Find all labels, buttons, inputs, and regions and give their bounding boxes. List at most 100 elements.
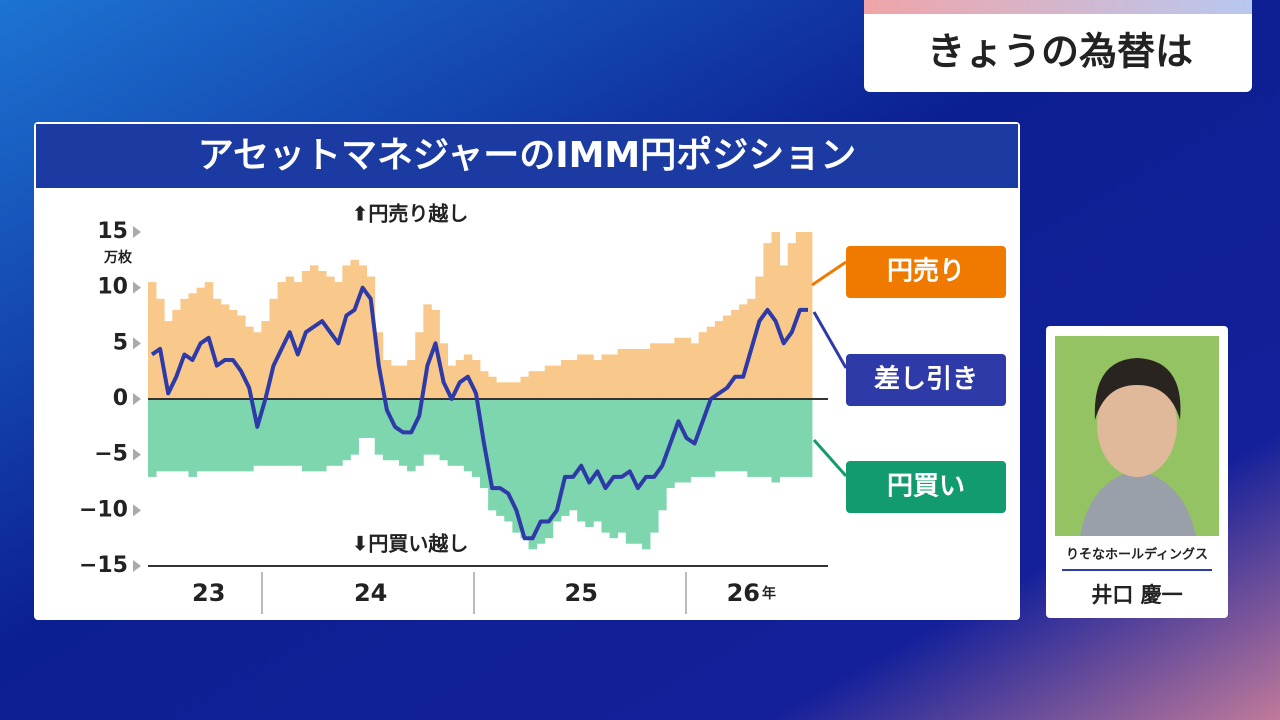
bar xyxy=(366,399,376,438)
bar xyxy=(544,365,554,399)
legend-connector xyxy=(811,260,847,287)
bar xyxy=(585,399,594,528)
bar xyxy=(447,365,457,399)
bar xyxy=(496,382,505,399)
bar xyxy=(731,399,740,472)
bar xyxy=(334,399,343,466)
bar xyxy=(318,399,327,472)
bar xyxy=(569,360,578,399)
bar xyxy=(358,399,368,438)
bar xyxy=(245,326,254,399)
bar xyxy=(560,360,570,399)
bar xyxy=(504,399,513,522)
bar xyxy=(471,399,481,477)
bar xyxy=(342,399,351,461)
bar xyxy=(504,382,513,399)
bar xyxy=(706,399,716,477)
bar xyxy=(593,399,602,522)
guest-face xyxy=(1097,373,1177,477)
bar xyxy=(164,321,173,399)
bar xyxy=(350,259,359,399)
bar xyxy=(245,399,254,472)
bar xyxy=(253,332,262,399)
bar xyxy=(188,399,197,477)
y-tick-label: 5 xyxy=(113,330,128,355)
bar xyxy=(641,399,651,550)
bar xyxy=(795,399,805,477)
bar xyxy=(463,399,473,472)
header-strip xyxy=(864,0,1252,14)
bar xyxy=(698,332,708,399)
bar xyxy=(431,399,440,455)
bar xyxy=(747,399,756,477)
annotation-bottom: ⬇円買い越し xyxy=(352,532,469,556)
bar xyxy=(269,399,278,466)
x-tick-label: 24 xyxy=(354,579,387,607)
bar xyxy=(407,360,416,399)
guest-hair xyxy=(1094,358,1181,420)
legend-box xyxy=(846,461,1006,513)
bar xyxy=(714,321,724,399)
x-tick-label-text: 25 xyxy=(565,579,598,607)
bar xyxy=(658,343,667,399)
bar xyxy=(439,399,449,461)
bar xyxy=(650,343,659,399)
bar xyxy=(771,232,781,399)
bar xyxy=(318,270,327,399)
bar xyxy=(690,343,700,399)
bar xyxy=(237,399,246,472)
bar xyxy=(666,343,675,399)
y-tick-mark xyxy=(133,448,141,461)
y-unit: 万枚 xyxy=(103,249,133,266)
bar xyxy=(714,399,724,472)
bar xyxy=(399,365,408,399)
bar xyxy=(180,399,189,472)
bar xyxy=(253,399,262,466)
bar xyxy=(520,399,529,539)
legend-label: 円買い xyxy=(887,472,965,502)
bar xyxy=(488,399,497,511)
bar xyxy=(196,399,206,472)
line xyxy=(150,285,808,541)
bar xyxy=(415,399,424,466)
y-tick-label: −10 xyxy=(79,497,128,522)
x-tick-label-text: 23 xyxy=(192,579,225,607)
header-box xyxy=(864,0,1252,92)
chart-title-bar xyxy=(36,124,1018,188)
header-title: きょうの為替は xyxy=(927,30,1193,74)
bar xyxy=(536,399,546,544)
bar xyxy=(779,265,789,399)
bar xyxy=(674,337,683,399)
bar xyxy=(803,232,813,399)
bar xyxy=(269,298,278,399)
bar xyxy=(739,399,748,472)
bar xyxy=(512,399,521,533)
bar xyxy=(382,360,392,399)
bar xyxy=(722,315,732,399)
bar xyxy=(261,321,270,399)
bar xyxy=(552,365,562,399)
bar xyxy=(301,399,311,472)
bar xyxy=(277,399,287,466)
x-tick-label: 25 xyxy=(565,579,598,607)
y-tick-label: −15 xyxy=(79,553,128,578)
bar xyxy=(180,298,189,399)
legend-connector xyxy=(812,311,848,369)
bar xyxy=(803,399,813,477)
bar xyxy=(560,399,570,516)
y-tick-mark xyxy=(133,337,141,350)
bar xyxy=(277,282,287,399)
y-tick-mark xyxy=(133,281,141,294)
bar xyxy=(771,399,781,483)
bar xyxy=(496,399,505,516)
bar xyxy=(731,309,740,399)
bar xyxy=(601,354,610,399)
guest-company: りそなホールディングス xyxy=(1066,547,1208,563)
bar xyxy=(220,399,230,472)
bar xyxy=(423,399,432,455)
bar xyxy=(650,399,659,533)
bar xyxy=(212,399,222,472)
bar xyxy=(682,337,691,399)
y-tick-mark xyxy=(133,226,141,238)
legend-box xyxy=(846,354,1006,406)
